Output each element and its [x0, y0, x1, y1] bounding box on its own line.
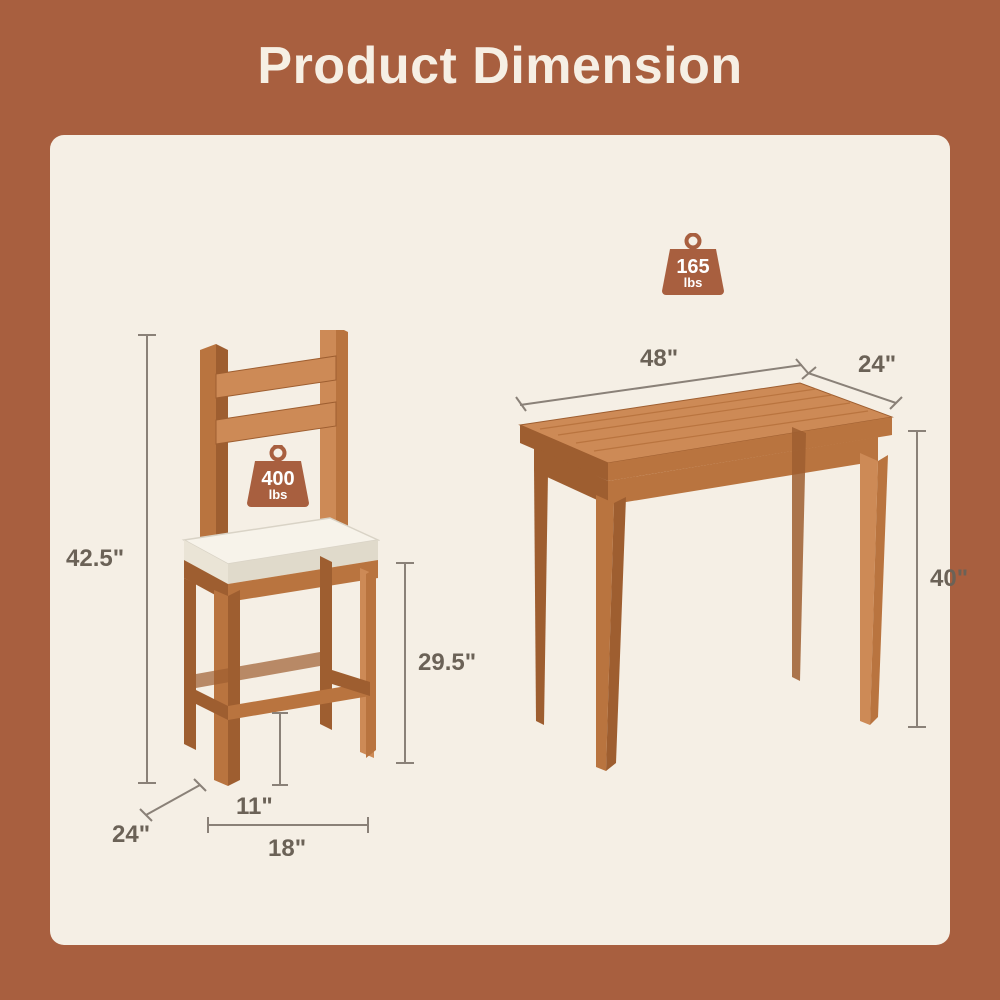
table-dim-depth: 24" — [858, 351, 896, 379]
chair-dim-depth-line — [138, 781, 208, 821]
chair-dim-width: 18" — [268, 835, 306, 863]
chair-dim-total-height: 42.5" — [66, 545, 124, 573]
chair-weight-text: 400 lbs — [245, 469, 311, 502]
chair-weight-badge: 400 lbs — [245, 445, 311, 507]
table-dim-height-line — [902, 431, 932, 727]
chair-dim-seat-height-line — [390, 563, 420, 763]
title-bar: Product Dimension — [0, 0, 1000, 124]
table-weight-unit: lbs — [660, 276, 726, 290]
table-illustration — [500, 365, 900, 775]
chair-dim-width-line — [208, 815, 368, 835]
table-dim-length: 48" — [640, 345, 678, 373]
chair-dim-depth: 24" — [112, 821, 150, 849]
table-weight-badge: 165 lbs — [660, 233, 726, 295]
infographic-root: Product Dimension — [0, 0, 1000, 1000]
content-panel: 400 lbs 42.5" 29.5" 11" 24" 18" — [50, 135, 950, 945]
table-dim-height: 40" — [930, 565, 968, 593]
chair-dim-seat-height: 29.5" — [418, 649, 476, 677]
table-weight-text: 165 lbs — [660, 257, 726, 290]
chair-dim-footrest-line — [268, 713, 292, 785]
page-title: Product Dimension — [0, 36, 1000, 96]
chair-weight-unit: lbs — [245, 488, 311, 502]
chair-dim-total-height-line — [132, 335, 162, 783]
